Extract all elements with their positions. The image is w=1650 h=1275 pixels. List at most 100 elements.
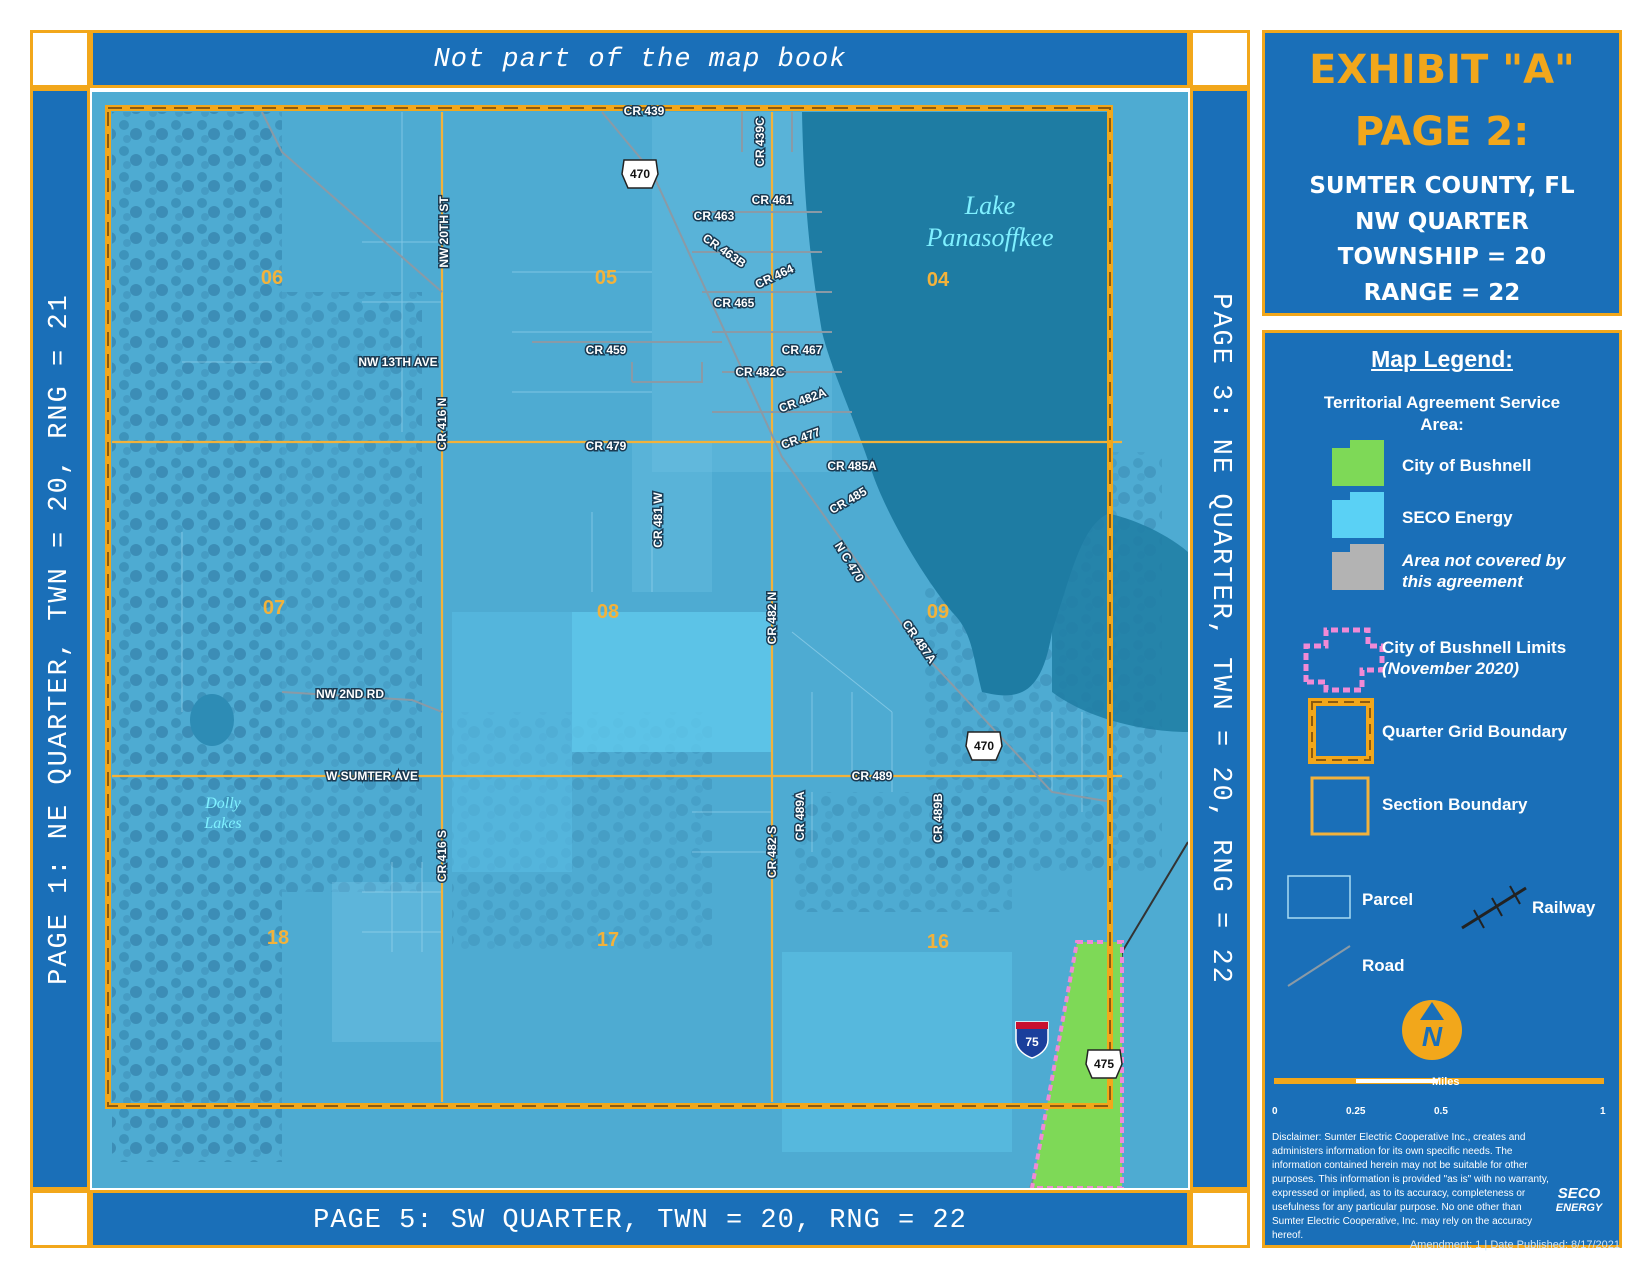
section-09: 09 [927, 601, 949, 623]
dolly-label-line1: Dolly [204, 795, 241, 812]
section-boundaries [112, 112, 1122, 1102]
scale-label-0: 0 [1272, 1106, 1278, 1117]
legend-bushnell-label: City of Bushnell [1402, 456, 1532, 475]
road-nw-20th-st: NW 20TH ST [437, 196, 451, 268]
range-label: RANGE = 22 [1363, 280, 1521, 306]
road-cr-467: CR 467 [782, 343, 823, 357]
section-18: 18 [267, 927, 289, 949]
scale-label-05: 0.5 [1434, 1106, 1448, 1117]
road-cr-416-s: CR 416 S [435, 830, 449, 882]
county-label: SUMTER COUNTY, FL [1309, 173, 1575, 199]
svg-text:75: 75 [1025, 1035, 1039, 1049]
svg-text:470: 470 [630, 167, 650, 181]
road-cr-465: CR 465 [714, 296, 755, 310]
svg-text:470: 470 [974, 739, 994, 753]
road-cr-459: CR 459 [586, 343, 627, 357]
corner-box-bottom-left [30, 1190, 90, 1248]
legend-swatches: N [1274, 440, 1604, 1084]
swatch-road [1287, 945, 1351, 987]
left-banner[interactable]: PAGE 1: NE QUARTER, TWN = 20, RNG = 21 [30, 88, 90, 1190]
lake-panasoffkee [802, 112, 1112, 696]
bottom-banner[interactable]: PAGE 5: SW QUARTER, TWN = 20, RNG = 22 [90, 1190, 1190, 1248]
road-cr-461: CR 461 [752, 193, 793, 207]
right-banner[interactable]: PAGE 3: NE QUARTER, TWN = 20, RNG = 22 [1190, 88, 1250, 1190]
published-date: Amendment: 1 | Date Published: 8/17/2021 [1409, 1239, 1620, 1251]
scale-bar [1274, 1078, 1604, 1084]
township-label: TOWNSHIP = 20 [1337, 244, 1547, 270]
scale-label-1: 1 [1600, 1106, 1606, 1117]
legend-seco-label: SECO Energy [1402, 508, 1513, 527]
map-canvas[interactable]: 06 05 04 07 08 09 18 17 16 Lake Panasoff… [92, 92, 1188, 1188]
corner-box-bottom-right [1190, 1190, 1250, 1248]
legend-parcel-label: Parcel [1362, 890, 1414, 909]
page-title: PAGE 2: [1354, 109, 1530, 155]
road-cr-489a: CR 489A [793, 791, 807, 841]
section-17: 17 [597, 929, 619, 951]
disclaimer-text: Disclaimer: Sumter Electric Cooperative … [1272, 1132, 1549, 1241]
shield-470-south: 470 [965, 731, 1003, 761]
road-cr-439: CR 439 [624, 104, 665, 118]
corner-box-top-left [30, 30, 90, 88]
legend-quarter-grid-label: Quarter Grid Boundary [1382, 722, 1568, 741]
road-w-sumter-ave: W SUMTER AVE [326, 769, 418, 783]
lake-label-line1: Lake [964, 191, 1016, 220]
road-cr-479: CR 479 [586, 439, 627, 453]
road-nw-2nd-rd: NW 2ND RD [316, 687, 384, 701]
left-banner-label[interactable]: PAGE 1: NE QUARTER, TWN = 20, RNG = 21 [45, 293, 75, 985]
legend-road-label: Road [1362, 956, 1405, 975]
open-field [572, 612, 772, 752]
corner-box-top-right [1190, 30, 1250, 88]
section-05: 05 [595, 267, 617, 289]
svg-text:N: N [1422, 1021, 1443, 1052]
road-cr-416-n: CR 416 N [435, 398, 449, 451]
top-banner: Not part of the map book [90, 30, 1190, 88]
section-04: 04 [927, 269, 950, 291]
scale-title: Miles [1432, 1076, 1460, 1088]
legend-heading: Map Legend: [1371, 346, 1513, 372]
road-cr-481-w: CR 481 W [651, 492, 665, 548]
north-arrow-icon [1402, 1000, 1462, 1060]
section-08: 08 [597, 601, 619, 623]
swatch-bushnell-limits [1303, 627, 1385, 693]
exhibit-title: EXHIBIT "A" [1309, 47, 1575, 93]
legend-limits-date: (November 2020) [1382, 659, 1520, 678]
legend-subheading: Territorial Agreement Service Area: [1323, 393, 1561, 434]
title-panel: EXHIBIT "A" PAGE 2: SUMTER COUNTY, FL NW… [1262, 30, 1622, 316]
legend-railway-label: Railway [1532, 898, 1596, 917]
swatch-not-covered [1332, 544, 1384, 590]
forest-west [112, 112, 282, 1162]
section-16: 16 [927, 931, 949, 953]
road-cr-489: CR 489 [852, 769, 893, 783]
bottom-banner-label[interactable]: PAGE 5: SW QUARTER, TWN = 20, RNG = 22 [313, 1206, 967, 1236]
section-07: 07 [263, 597, 285, 619]
road-cr-489b: CR 489B [931, 793, 945, 843]
svg-text:475: 475 [1094, 1057, 1114, 1071]
road-cr-482-s: CR 482 S [765, 826, 779, 878]
swatch-parcel [1287, 875, 1351, 919]
dolly-lake-1 [190, 694, 234, 746]
swatch-railway [1461, 886, 1527, 930]
road-cr-482c: CR 482C [735, 365, 785, 379]
swatch-seco [1332, 492, 1384, 538]
scale-label-025: 0.25 [1346, 1106, 1366, 1117]
top-banner-label: Not part of the map book [433, 45, 847, 75]
swatch-bushnell [1332, 440, 1384, 486]
shield-475: 475 [1085, 1049, 1123, 1079]
dolly-label-line2: Lakes [203, 815, 241, 832]
city-of-bushnell-area [1032, 942, 1122, 1188]
swatch-section [1310, 776, 1370, 836]
road-cr-463: CR 463 [694, 209, 735, 223]
seco-logo: SECO ENERGY [1546, 1186, 1612, 1230]
quarter-label: NW QUARTER [1355, 209, 1529, 235]
seco-logo-line1: SECO [1557, 1185, 1601, 1202]
section-06: 06 [261, 267, 283, 289]
right-banner-label[interactable]: PAGE 3: NE QUARTER, TWN = 20, RNG = 22 [1205, 293, 1235, 985]
shield-470-north: 470 [621, 159, 659, 189]
swatch-quarter-grid [1308, 698, 1374, 764]
seco-logo-line2: ENERGY [1555, 1202, 1603, 1214]
lake-label-line2: Panasoffkee [925, 223, 1053, 252]
road-cr-485a: CR 485A [827, 459, 877, 473]
legend-section-label: Section Boundary [1382, 795, 1528, 814]
shield-interstate-75: 75 [1015, 1021, 1049, 1059]
legend-limits-label: City of Bushnell Limits [1382, 638, 1567, 657]
